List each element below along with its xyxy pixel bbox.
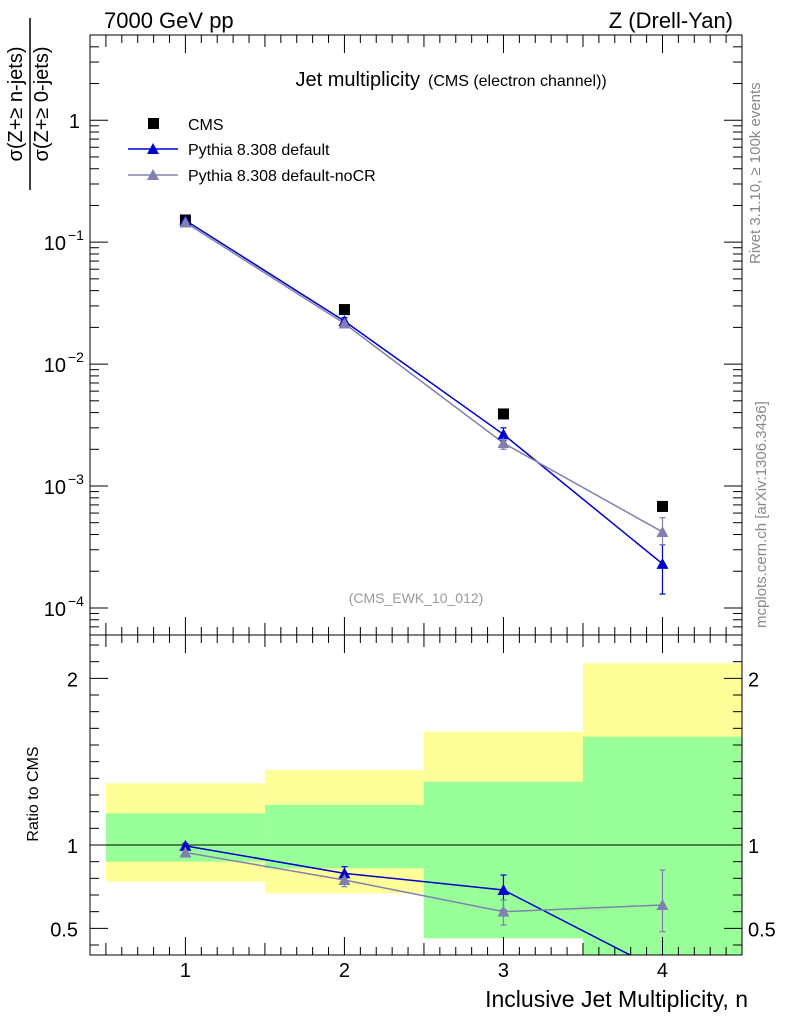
x-tick-label: 4: [657, 960, 668, 982]
rivet-version-label: Rivet 3.1.10, ≥ 100k events: [747, 82, 764, 264]
ratio-y-tick-label-left: 1: [67, 836, 78, 858]
x-tick-label: 2: [339, 960, 350, 982]
ratio-mc-point: [656, 899, 669, 910]
main-mc-point: [497, 428, 510, 440]
main-y-tick-exponent: −2: [68, 349, 84, 365]
ratio-mc-point: [338, 867, 351, 879]
ratio-y-tick-label-right: 2: [748, 669, 759, 691]
plot-subtitle: (CMS (electron channel)): [428, 73, 607, 90]
y-label-denominator: σ(Z+≥ 0-jets): [31, 47, 53, 162]
main-data-point: [497, 408, 509, 420]
ratio-mc-point: [497, 884, 510, 895]
main-markers: [179, 214, 669, 569]
main-y-tick-exponent: −3: [68, 471, 84, 487]
ratio-panel: 0.5 0.5 1 1 2 2 1 2 3 4: [50, 634, 776, 982]
legend-entry-pythia-default: Pythia 8.308 default: [128, 142, 330, 159]
legend-entry-cms: CMS: [148, 117, 224, 134]
legend-entry-pythia-nocr: Pythia 8.308 default-noCR: [128, 168, 376, 185]
legend-label-cms: CMS: [188, 117, 224, 134]
ratio-inner-band: [264, 805, 424, 869]
main-series-lines: [185, 219, 663, 565]
main-y-tick-label: 10: [44, 599, 66, 621]
x-axis-label: Inclusive Jet Multiplicity, n: [485, 986, 748, 1012]
ratio-plot-frame: [89, 634, 743, 956]
ratio-mc-point: [497, 905, 510, 917]
ratio-axis-ticks: 0.5 0.5 1 1 2 2 1 2 3 4: [50, 635, 776, 982]
main-y-axis-label: σ(Z+≥ n-jets) σ(Z+≥ 0-jets): [5, 18, 53, 190]
ratio-mc-point: [179, 846, 192, 858]
main-mc-point: [656, 525, 669, 537]
main-error-bars: [182, 218, 666, 595]
ratio-series-line: [185, 845, 632, 955]
header-left-label: 7000 GeV pp: [104, 8, 234, 33]
ratio-y-tick-label-left: 2: [67, 669, 78, 691]
header-right-label: Z (Drell-Yan): [609, 8, 733, 33]
legend-label-pythia-default: Pythia 8.308 default: [188, 142, 330, 159]
main-axis-ticks: 110−110−210−310−4: [44, 34, 743, 636]
legend-square-marker: [148, 118, 159, 129]
legend-triangle-pythia-default: [147, 143, 159, 154]
main-y-tick-exponent: −4: [68, 593, 84, 609]
main-data-point: [338, 304, 350, 316]
ratio-uncertainty-bands: [90, 663, 742, 955]
main-y-tick-exponent: −1: [68, 227, 84, 243]
x-tick-label: 1: [180, 960, 191, 982]
ratio-y-tick-label-right: 0.5: [748, 919, 776, 941]
mcplots-source-label: mcplots.cern.ch [arXiv:1306.3436]: [753, 401, 770, 628]
plot-title: Jet multiplicity: [296, 69, 420, 91]
main-y-tick-label: 10: [44, 477, 66, 499]
main-y-tick-label: 10: [44, 233, 66, 255]
analysis-id-label: (CMS_EWK_10_012): [349, 590, 484, 606]
legend-label-pythia-nocr: Pythia 8.308 default-noCR: [188, 168, 376, 185]
legend-triangle-pythia-nocr: [147, 169, 159, 180]
main-mc-point: [497, 437, 510, 449]
ratio-markers: [179, 839, 669, 917]
ratio-series-lines: [185, 845, 663, 955]
y-label-numerator: σ(Z+≥ n-jets): [5, 47, 27, 162]
ratio-mc-point: [179, 839, 192, 851]
main-series-line: [185, 219, 663, 565]
main-y-tick-label: 1: [69, 111, 80, 133]
ratio-series-line: [185, 851, 663, 913]
legend: CMS Pythia 8.308 default Pythia 8.308 de…: [128, 117, 376, 185]
main-mc-point: [338, 317, 351, 329]
ratio-mc-point: [338, 874, 351, 885]
ratio-y-tick-label-left: 0.5: [50, 919, 78, 941]
ratio-y-tick-label-right: 1: [748, 836, 759, 858]
main-mc-point: [656, 557, 669, 569]
x-tick-label: 3: [498, 960, 509, 982]
main-data-point: [656, 500, 668, 512]
main-mc-point: [179, 216, 192, 228]
ratio-y-axis-label: Ratio to CMS: [25, 746, 42, 841]
main-y-tick-label: 10: [44, 355, 66, 377]
main-panel: 110−110−210−310−4 Jet multiplicity (CMS …: [44, 34, 743, 636]
main-series-line: [185, 221, 663, 533]
